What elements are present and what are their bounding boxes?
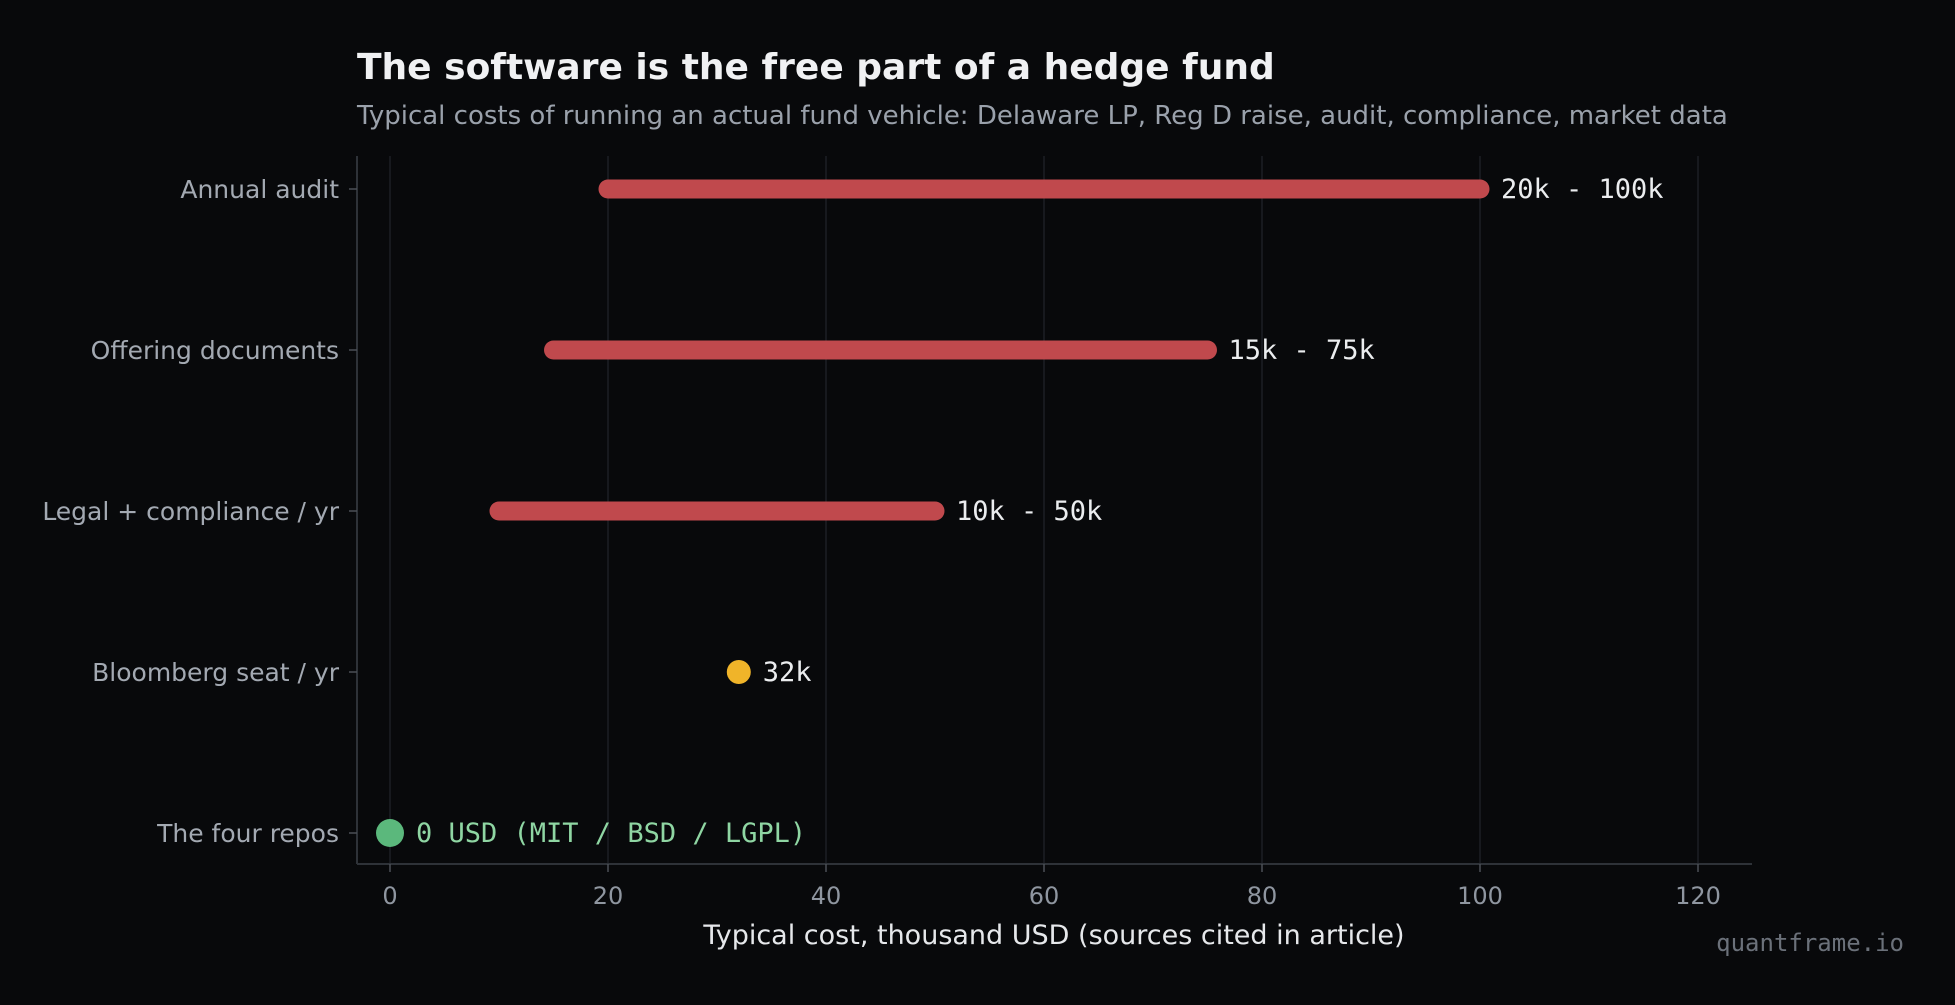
x-axis-label: Typical cost, thousand USD (sources cite… — [702, 920, 1404, 951]
category-label: Annual audit — [180, 175, 339, 204]
value-label: 0 USD (MIT / BSD / LGPL) — [416, 818, 806, 849]
x-tick-label: 120 — [1675, 882, 1721, 910]
value-label: 15k - 75k — [1229, 335, 1375, 366]
x-tick-label: 20 — [593, 882, 624, 910]
point-marker — [726, 660, 751, 684]
plot-area: 0 20 40 60 80 100 120 Annual audit 20k - 100k Off… — [42, 156, 1752, 910]
x-tick-label: 60 — [1029, 882, 1060, 910]
watermark: quantframe.io — [1716, 929, 1904, 957]
x-tick-label: 0 — [382, 882, 397, 910]
chart-subtitle: Typical costs of running an actual fund … — [356, 101, 1728, 131]
category-label: Bloomberg seat / yr — [92, 658, 340, 687]
category-label: Offering documents — [91, 336, 339, 365]
value-label: 10k - 50k — [956, 496, 1102, 527]
value-label: 20k - 100k — [1501, 174, 1664, 205]
chart-title: The software is the free part of a hedge… — [357, 47, 1275, 88]
x-tick-label: 40 — [811, 882, 842, 910]
category-label: Legal + compliance / yr — [42, 497, 339, 526]
point-marker — [376, 819, 404, 847]
category-label: The four repos — [156, 819, 339, 848]
value-label: 32k — [763, 657, 812, 688]
x-tick-label: 100 — [1457, 882, 1503, 910]
x-tick-label: 80 — [1247, 882, 1278, 910]
